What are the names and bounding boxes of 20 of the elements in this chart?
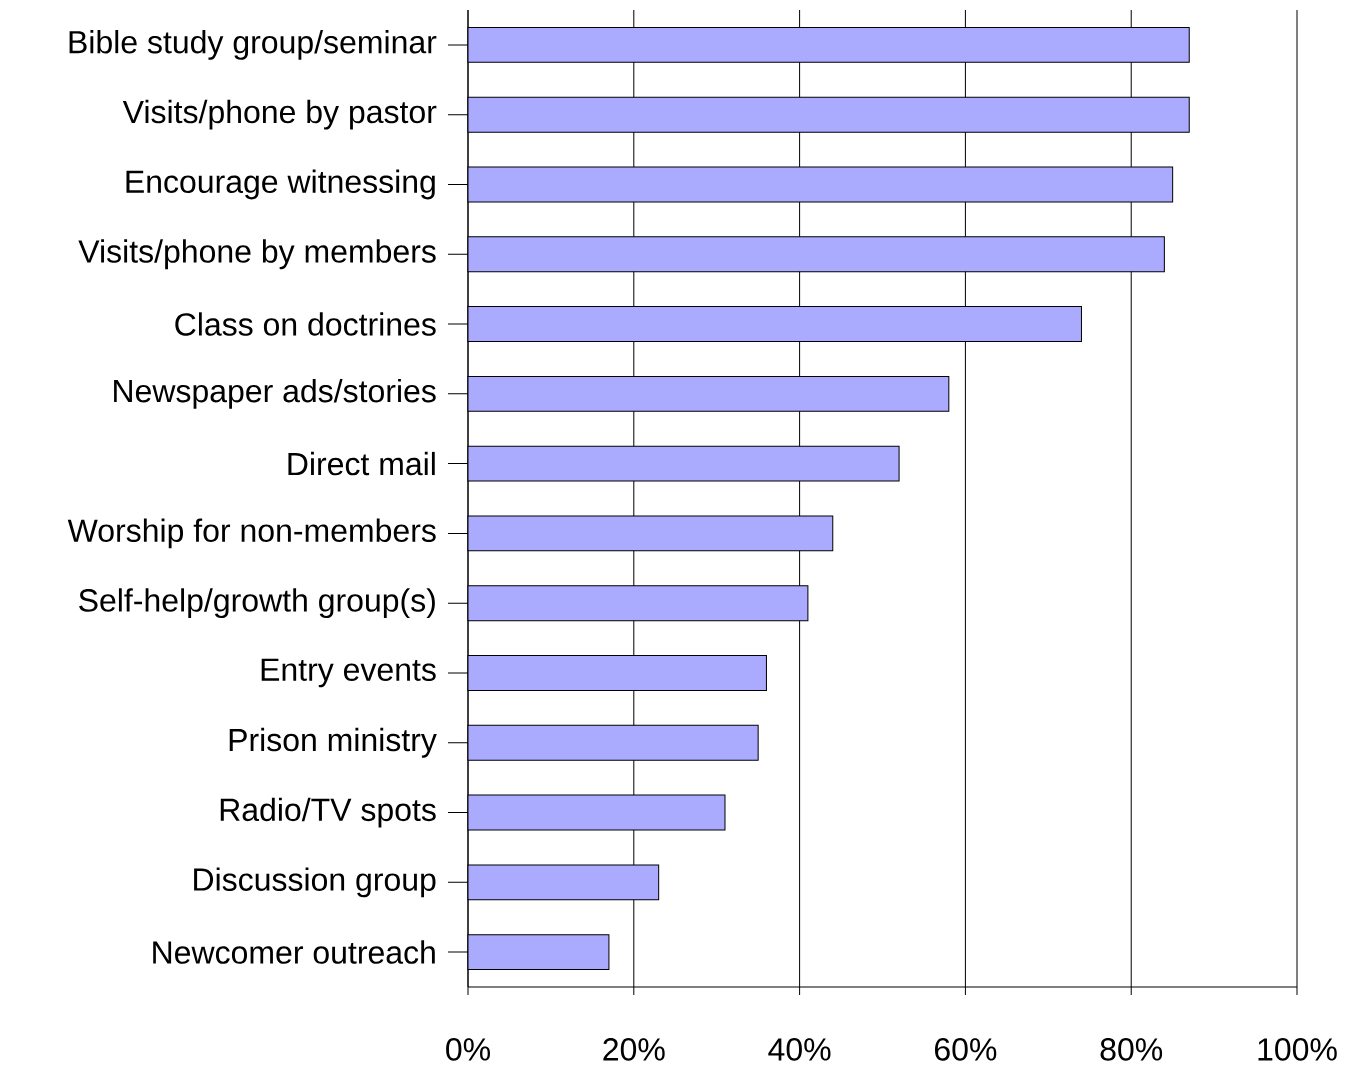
y-tick-label: Prison ministry	[229, 727, 437, 758]
y-tick-label: Class on doctrines	[175, 312, 436, 336]
x-tick-label: 20%	[603, 1037, 665, 1061]
y-tick-label: Discussion group	[194, 867, 436, 898]
x-tick-label: 100%	[1258, 1037, 1337, 1061]
x-tick-label: 0%	[446, 1037, 490, 1061]
y-tick-label: Direct mail	[288, 451, 435, 476]
y-tick-label: Self-help/growth group(s)	[79, 588, 435, 618]
x-tick-label: 40%	[768, 1037, 831, 1061]
y-tick-label: Worship for non-members	[67, 518, 436, 549]
y-tick-label: Bible study group/seminar	[69, 29, 437, 60]
y-tick-label: Visits/phone by members	[78, 239, 436, 269]
x-tick-label: 60%	[935, 1037, 997, 1061]
x-tick-label: 80%	[1100, 1037, 1163, 1061]
y-tick-label: Entry events	[261, 658, 436, 688]
y-tick-label: Encourage witnessing	[126, 169, 435, 200]
y-tick-label: Visits/phone by pastor	[122, 99, 437, 130]
y-tick-label: Newspaper ads/stories	[114, 378, 436, 409]
y-tick-label: Radio/TV spots	[220, 797, 436, 828]
y-tick-label: Newcomer outreach	[153, 940, 435, 964]
